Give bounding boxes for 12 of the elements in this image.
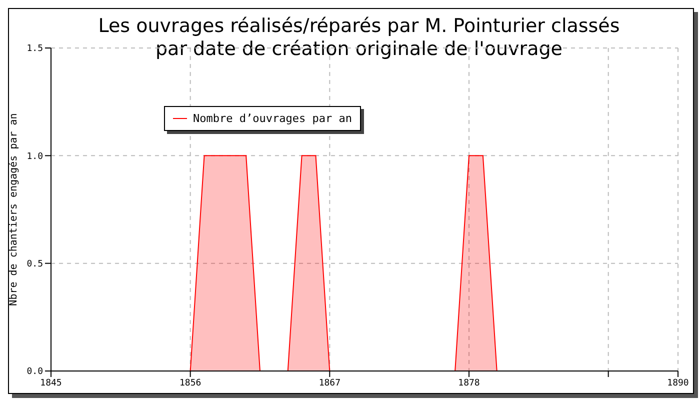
y-tick-label: 1.5 bbox=[26, 44, 43, 54]
y-axis-title: Nbre de chantiers engagés par an bbox=[8, 113, 20, 306]
y-tick-label: 0.5 bbox=[26, 260, 43, 270]
x-tick-label: 1856 bbox=[179, 378, 202, 388]
chart-title: Les ouvrages réalisés/réparés par M. Pointurier classés par date de création originale de l'ouvrage bbox=[97, 15, 621, 61]
x-tick-label: 1845 bbox=[40, 378, 62, 388]
x-tick-label: 1890 bbox=[667, 378, 689, 388]
y-tick-label: 1.0 bbox=[26, 152, 43, 162]
y-tick-label: 0.0 bbox=[26, 367, 43, 378]
x-tick-label: 1878 bbox=[458, 378, 480, 388]
legend-label: Nombre d’ouvrages par an bbox=[192, 112, 352, 125]
x-tick-label: 1867 bbox=[318, 378, 341, 388]
